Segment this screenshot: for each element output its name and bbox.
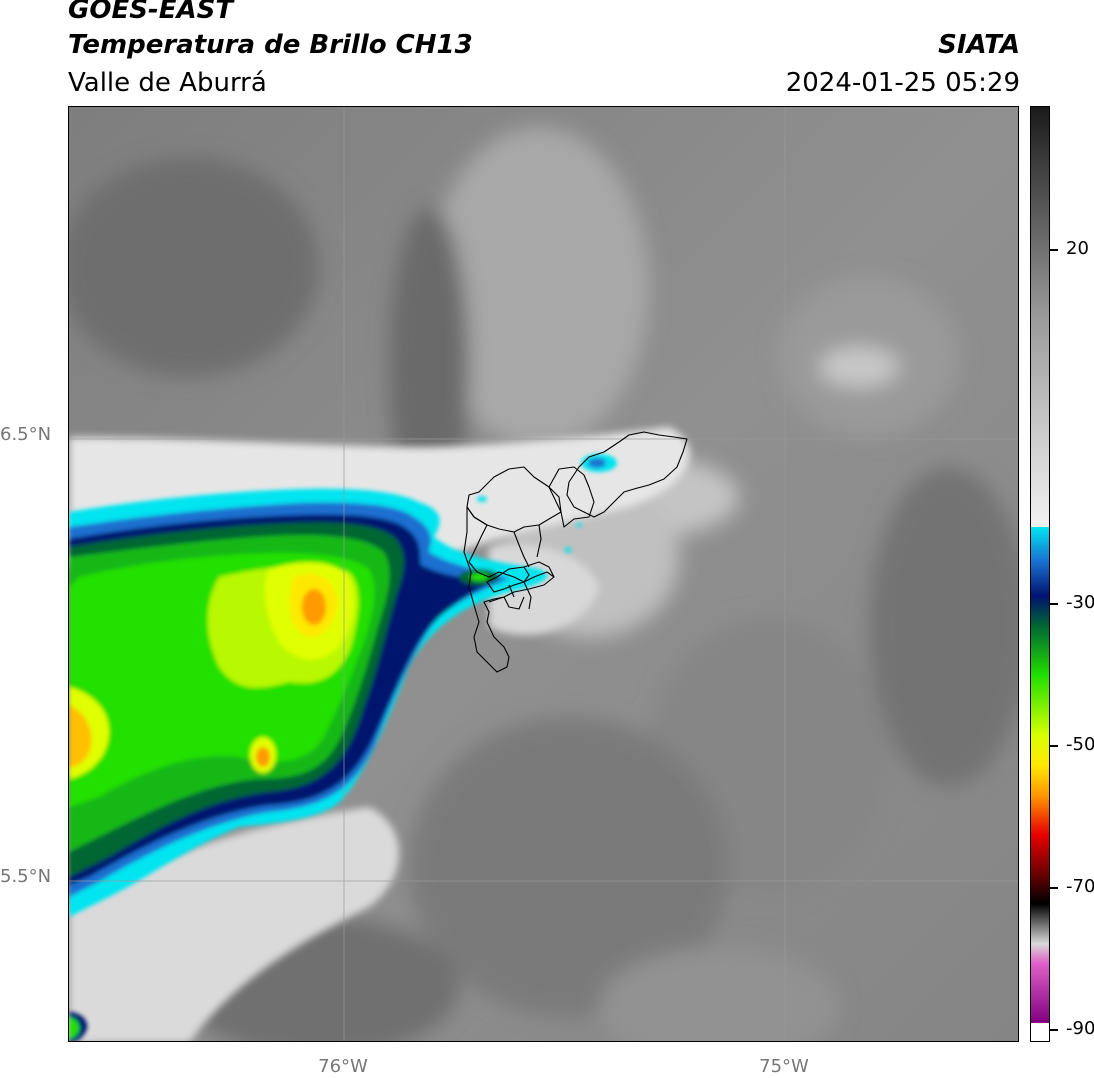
- region-subtitle: Valle de Aburrá: [68, 68, 267, 98]
- satellite-title: GOES-EAST: [68, 0, 234, 25]
- colorbar-label: -50: [1066, 734, 1094, 755]
- lat-tick-label: 5.5°N: [0, 866, 52, 887]
- organization-label: SIATA: [938, 30, 1020, 60]
- colorbar-label: -90: [1066, 1018, 1094, 1039]
- colorbar-tick: [1050, 1029, 1058, 1031]
- lon-tick-label: 76°W: [318, 1056, 368, 1077]
- lon-tick-label: 75°W: [759, 1056, 809, 1077]
- colorbar: [1030, 106, 1050, 1042]
- colorbar-tick: [1050, 887, 1058, 889]
- product-title: Temperatura de Brillo CH13: [68, 30, 473, 60]
- timestamp-label: 2024-01-25 05:29: [785, 68, 1020, 98]
- cold-cloud-top: [69, 454, 617, 1041]
- colorbar-tick: [1050, 745, 1058, 747]
- municipal-boundaries: [463, 431, 688, 673]
- grayscale-background: [69, 107, 1018, 1041]
- brightness-temperature-map: [68, 106, 1019, 1042]
- gridlines: [69, 107, 1018, 1041]
- colorbar-label: 20: [1066, 238, 1089, 259]
- colorbar-label: -70: [1066, 876, 1094, 897]
- colorbar-label: -30: [1066, 592, 1094, 613]
- map-canvas: [69, 107, 1018, 1041]
- colorbar-scale: [1031, 107, 1049, 1041]
- lat-tick-label: 6.5°N: [0, 424, 52, 445]
- colorbar-tick: [1050, 249, 1058, 251]
- colorbar-tick: [1050, 603, 1058, 605]
